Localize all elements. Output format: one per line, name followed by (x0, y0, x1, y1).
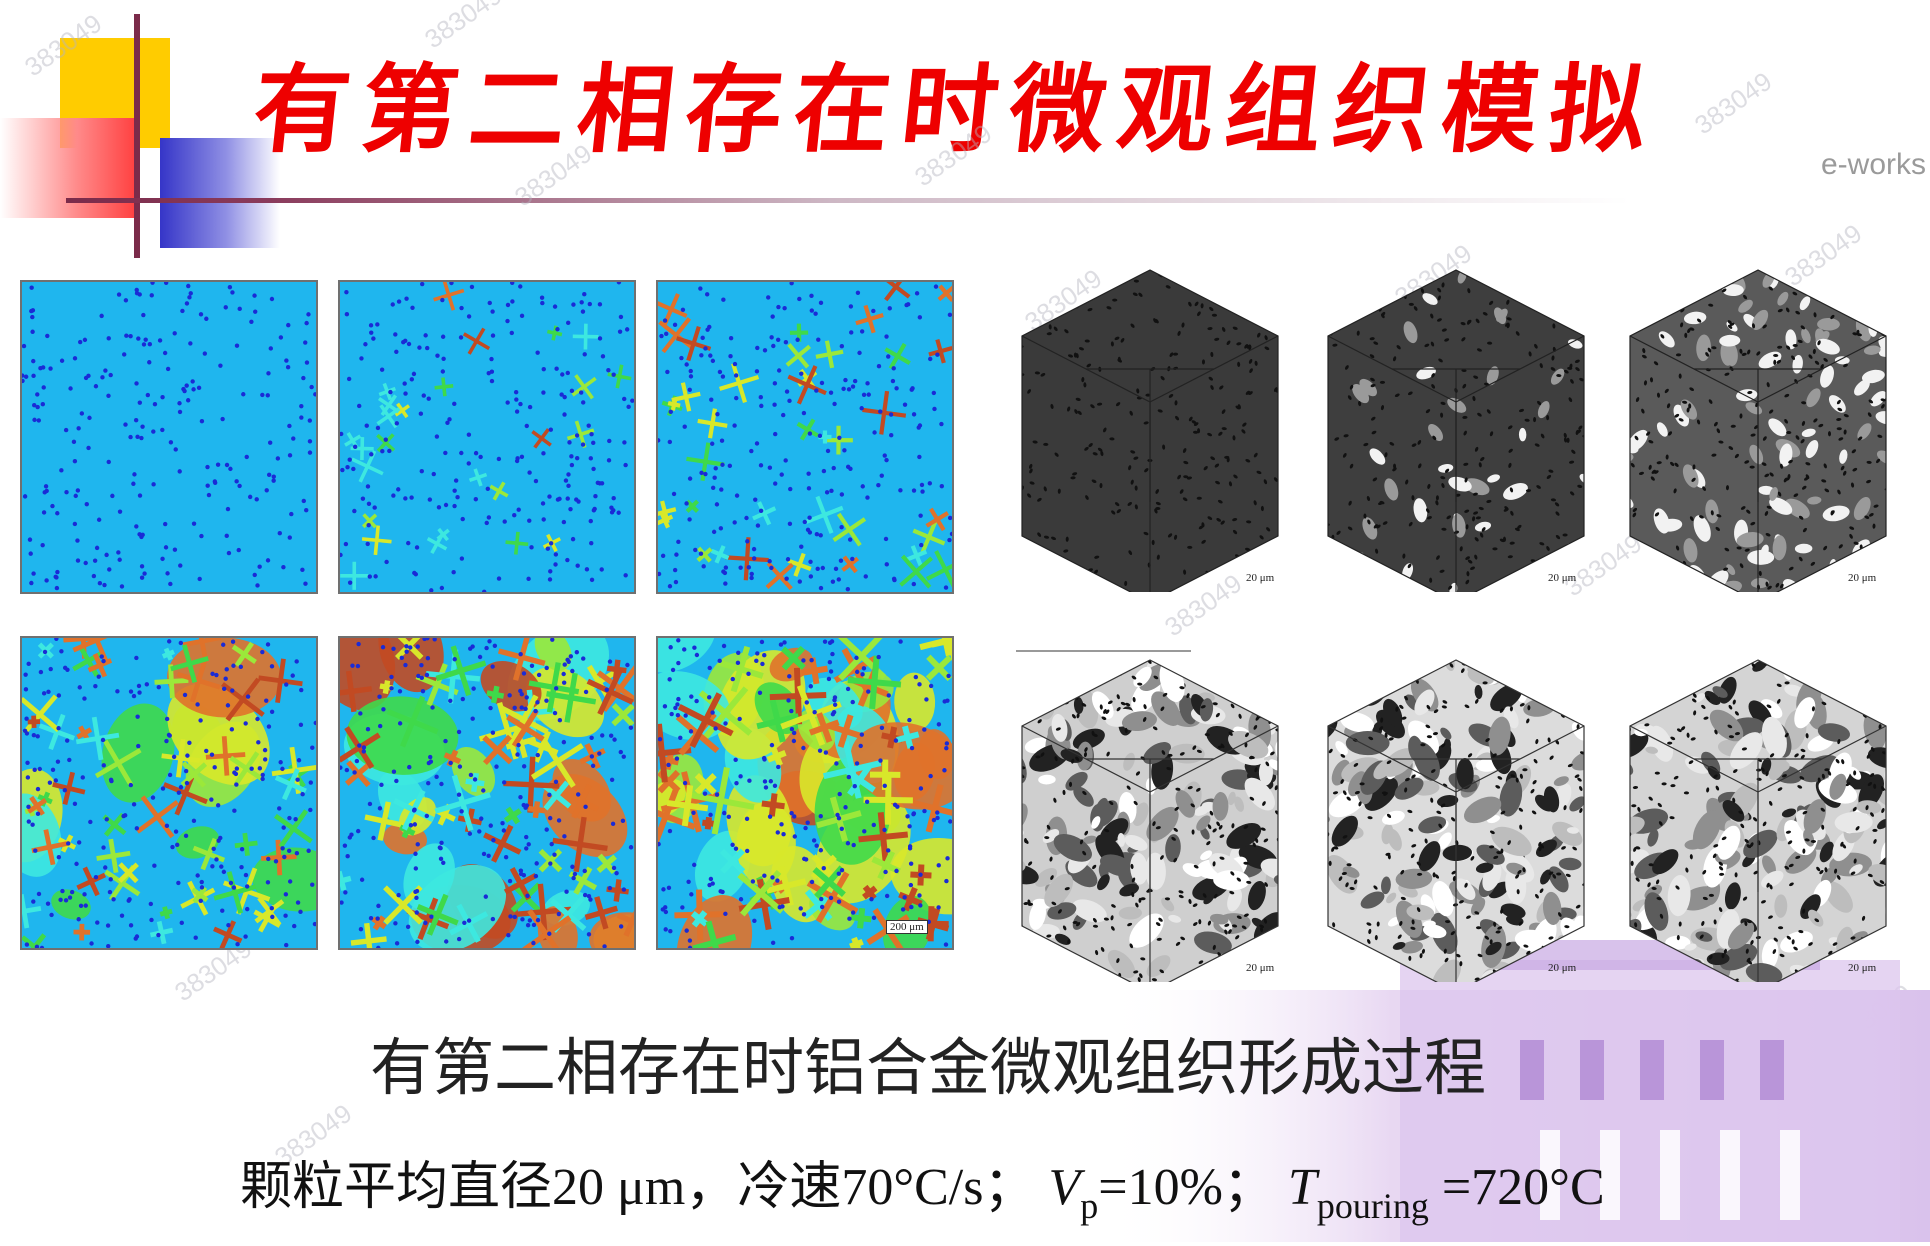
sim-3d-cube-5 (1316, 652, 1596, 982)
figure-caption: 有第二相存在时铝合金微观组织形成过程 (370, 1028, 1570, 1108)
sim-3d-cube-2 (1316, 262, 1596, 592)
slide-title: 有第二相存在时微观组织模拟 (246, 30, 1733, 190)
scale-bar-3d: 20 μm (1548, 572, 1576, 584)
sim-2d-stage-2 (338, 280, 636, 594)
sim-3d-cube-4 (1010, 652, 1290, 982)
sim-2d-stage-5 (338, 636, 636, 950)
decorative-vertical-line (134, 14, 140, 258)
t-symbol: T (1288, 1159, 1317, 1216)
scale-bar-3d: 20 μm (1246, 962, 1274, 974)
sim-2d-stage-4 (20, 636, 318, 950)
scale-bar-3d: 20 μm (1848, 962, 1876, 974)
sim-2d-stage-3 (656, 280, 954, 594)
sim-2d-stage-6 (656, 636, 954, 950)
t-subscript: pouring (1317, 1186, 1429, 1226)
scale-bar-3d: 20 μm (1246, 572, 1274, 584)
scale-bar-2d: 200 μm (886, 920, 928, 934)
decorative-red-block (0, 118, 140, 218)
sim-3d-cube-1 (1010, 262, 1290, 592)
divider-line (1016, 650, 1191, 652)
decorative-title-underline (66, 198, 1766, 203)
brand-watermark: e-works (1821, 148, 1926, 182)
sim-2d-stage-1 (20, 280, 318, 594)
sim-3d-cube-6 (1618, 652, 1898, 982)
vp-subscript: p (1080, 1186, 1098, 1226)
vp-symbol: V (1049, 1159, 1081, 1216)
sim-3d-cube-3 (1618, 262, 1898, 592)
params-particle-cooling: 颗粒平均直径20 μm，冷速70°C/s； (240, 1159, 1036, 1216)
t-value: =720°C (1429, 1159, 1605, 1216)
simulation-parameters: 颗粒平均直径20 μm，冷速70°C/s； Vp=10%； Tpouring =… (240, 1148, 1605, 1228)
vp-value: =10%； (1098, 1159, 1275, 1216)
scale-bar-3d: 20 μm (1548, 962, 1576, 974)
scale-bar-3d: 20 μm (1848, 572, 1876, 584)
